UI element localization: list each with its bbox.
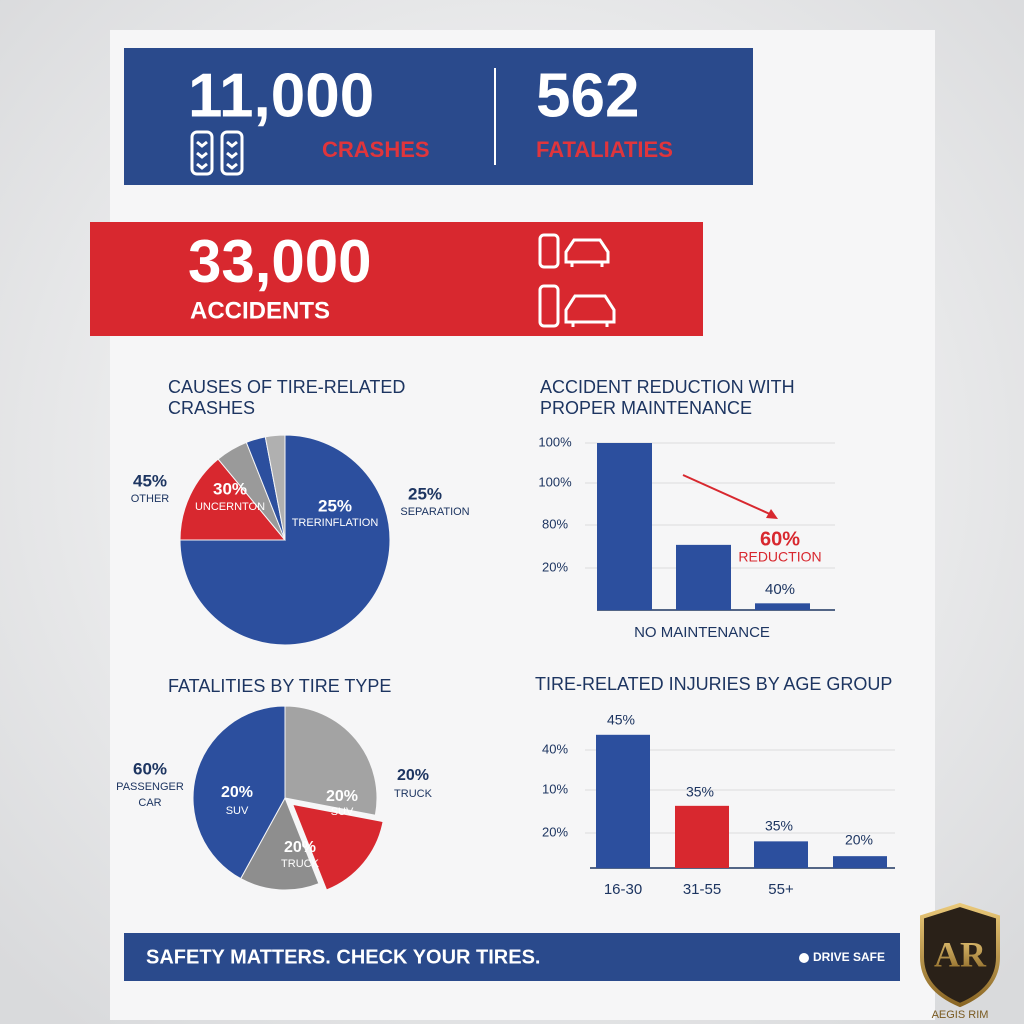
bar: [754, 841, 808, 868]
svg-text:AR: AR: [934, 934, 987, 974]
stat-label: CRASHES: [322, 137, 430, 162]
x-tick-label: 55+: [768, 881, 794, 898]
annotation: 20%: [326, 788, 358, 805]
annotation: 100%: [538, 474, 572, 489]
chart-title: ACCIDENT REDUCTION WITH: [540, 377, 795, 397]
annotation: 20%: [542, 559, 568, 574]
x-tick-label: 16-30: [604, 881, 642, 898]
annotation: 30%: [213, 479, 247, 498]
pie-slice: [192, 705, 286, 880]
footer-badge: DRIVE SAFE: [813, 950, 885, 964]
pie-slice: [291, 803, 384, 891]
footer-banner: [124, 933, 900, 981]
accidents-value: 33,000: [188, 228, 372, 295]
annotation: 45%: [607, 712, 635, 728]
pie-slice: [264, 434, 286, 541]
footer-slogan: SAFETY MATTERS. CHECK YOUR TIRES.: [146, 946, 540, 968]
accidents-label: ACCIDENTS: [190, 297, 330, 324]
annotation: 100%: [538, 434, 572, 449]
bar: [755, 603, 810, 610]
logo-text: AEGIS RIM: [932, 1009, 989, 1021]
annotation: 20%: [397, 767, 429, 784]
annotation: SUV: [226, 805, 249, 817]
x-tick-label: 31-55: [683, 881, 721, 898]
annotation: 20%: [284, 839, 316, 856]
annotation: 80%: [542, 516, 568, 531]
stat-label: FATALIATIES: [536, 137, 673, 162]
annotation: CAR: [138, 797, 161, 809]
bar: [675, 805, 729, 868]
annotation: 25%: [318, 496, 352, 515]
annotation: OTHER: [131, 493, 170, 505]
stat-value: 11,000: [188, 61, 374, 130]
annotation: 60%: [133, 759, 167, 778]
tire-icon: [190, 130, 244, 176]
bar: [596, 734, 650, 868]
annotation: 20%: [542, 824, 568, 839]
annotation: 40%: [765, 581, 795, 598]
annotation: 10%: [542, 781, 568, 796]
annotation: SUV: [331, 806, 354, 818]
pie-slice: [179, 434, 391, 646]
annotation: UNCERNTON: [195, 501, 265, 513]
bar: [597, 443, 652, 610]
chart-title: CRASHES: [168, 398, 255, 418]
stat-value: 562: [536, 61, 639, 130]
annotation: NO MAINTENANCE: [634, 624, 770, 641]
car-icons: [538, 233, 616, 328]
stats-banner: [124, 48, 753, 185]
annotation: TRUCK: [281, 858, 320, 870]
annotation: 20%: [845, 832, 873, 848]
trend-arrow: [682, 474, 778, 519]
annotation: PASSENGER: [116, 781, 184, 793]
chart-title: TIRE-RELATED INJURIES BY AGE GROUP: [535, 674, 892, 694]
annotation: 45%: [133, 471, 167, 490]
badge-icon: [799, 953, 809, 963]
annotation: SEPARATION: [400, 506, 469, 518]
chart-title: CAUSES OF TIRE-RELATED: [168, 377, 405, 397]
pie-slice: [179, 458, 287, 541]
chart-title: FATALITIES BY TIRE TYPE: [168, 676, 391, 696]
bar: [833, 856, 887, 868]
annotation: 40%: [542, 741, 568, 756]
annotation: 35%: [686, 784, 714, 800]
annotation: 60%: [760, 528, 800, 550]
annotation: TRUCK: [394, 788, 433, 800]
accidents-banner: [90, 222, 703, 336]
annotation: 35%: [765, 818, 793, 834]
annotation: REDUCTION: [738, 549, 821, 565]
annotation: TRERINFLATION: [292, 517, 379, 529]
logo: AR: [920, 902, 1000, 1008]
bar: [676, 544, 731, 610]
pie-slice: [239, 796, 320, 891]
annotation: 25%: [408, 484, 442, 503]
pie-slice: [284, 705, 378, 816]
chart-title: PROPER MAINTENANCE: [540, 398, 752, 418]
annotation: 20%: [221, 784, 253, 801]
